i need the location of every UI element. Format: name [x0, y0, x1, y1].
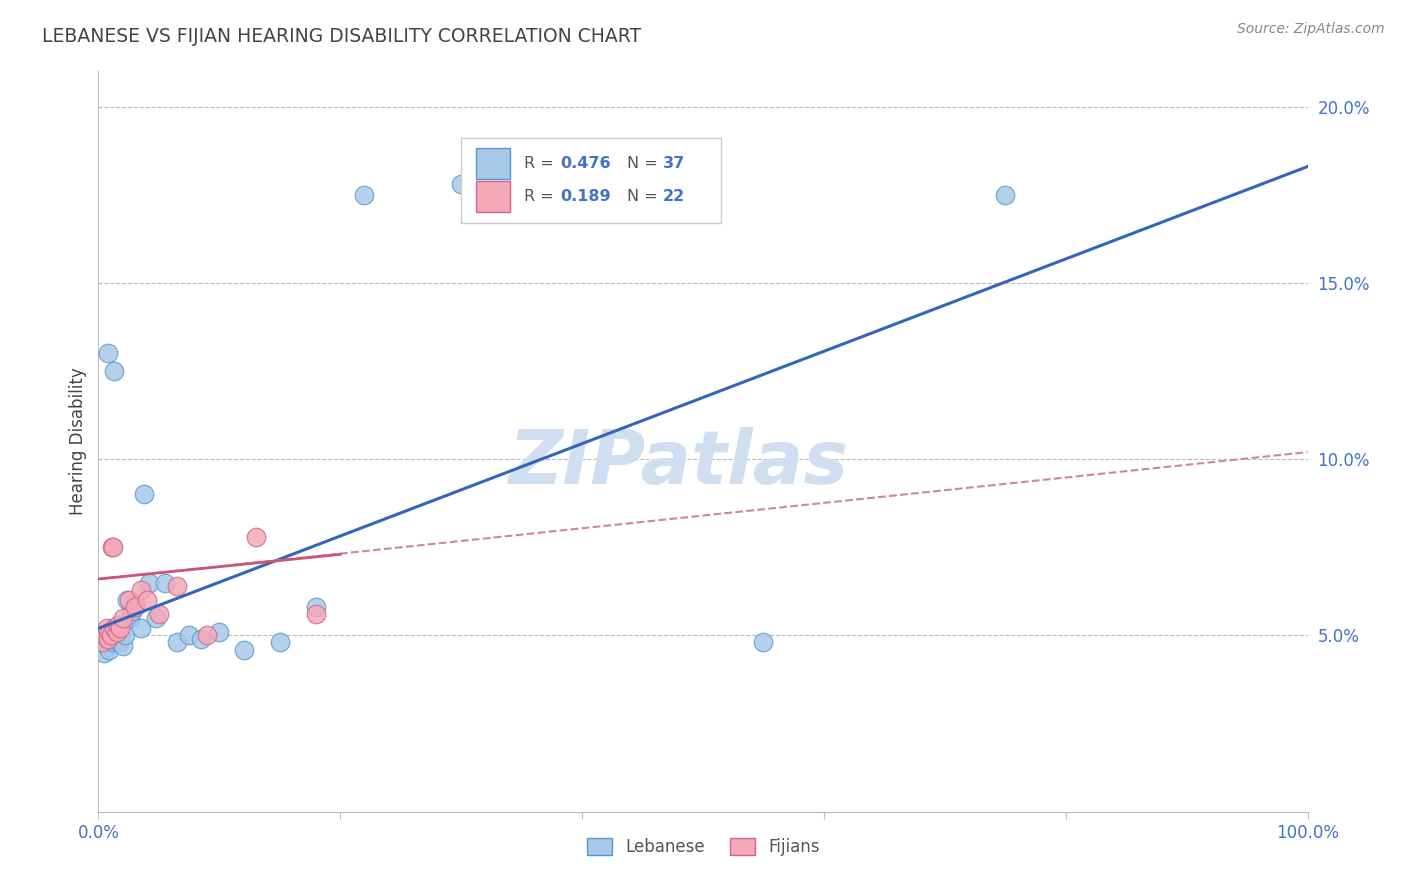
Point: [108, 621, 131, 635]
Point: [111, 639, 134, 653]
Point: [752, 635, 775, 649]
Point: [103, 628, 125, 642]
Point: [118, 611, 141, 625]
Point: [129, 621, 152, 635]
Point: [105, 632, 128, 646]
Point: [269, 635, 291, 649]
Point: [450, 177, 472, 191]
Point: [107, 618, 129, 632]
Point: [97, 632, 120, 646]
Point: [166, 579, 188, 593]
Text: 22: 22: [664, 189, 685, 204]
Point: [195, 628, 218, 642]
Point: [103, 621, 125, 635]
Point: [994, 187, 1017, 202]
FancyBboxPatch shape: [475, 181, 509, 212]
Point: [353, 187, 375, 202]
Point: [91, 635, 114, 649]
Point: [107, 621, 129, 635]
Point: [134, 487, 156, 501]
Text: R =: R =: [524, 156, 560, 170]
Point: [100, 632, 122, 646]
Point: [104, 624, 127, 639]
Y-axis label: Hearing Disability: Hearing Disability: [69, 368, 87, 516]
Point: [105, 624, 128, 639]
Text: N =: N =: [627, 189, 662, 204]
Point: [305, 607, 328, 622]
Point: [100, 628, 122, 642]
Point: [208, 624, 231, 639]
Point: [108, 635, 131, 649]
Point: [305, 600, 328, 615]
Point: [101, 541, 124, 555]
Point: [138, 575, 160, 590]
Point: [118, 593, 141, 607]
Point: [153, 575, 176, 590]
Point: [166, 635, 188, 649]
Text: LEBANESE VS FIJIAN HEARING DISABILITY CORRELATION CHART: LEBANESE VS FIJIAN HEARING DISABILITY CO…: [42, 27, 641, 45]
Text: 0.189: 0.189: [561, 189, 612, 204]
Point: [190, 632, 212, 646]
Point: [96, 639, 118, 653]
Point: [98, 624, 121, 639]
Point: [124, 597, 146, 611]
Point: [114, 628, 136, 642]
Point: [110, 618, 132, 632]
Point: [93, 628, 115, 642]
Point: [124, 600, 146, 615]
Point: [117, 593, 139, 607]
Point: [179, 628, 201, 642]
Point: [135, 593, 157, 607]
Point: [96, 621, 118, 635]
Point: [148, 607, 170, 622]
FancyBboxPatch shape: [475, 147, 509, 178]
Point: [93, 646, 115, 660]
Legend: Lebanese, Fijians: Lebanese, Fijians: [579, 831, 827, 863]
Point: [103, 364, 125, 378]
Text: 0.476: 0.476: [561, 156, 612, 170]
Point: [129, 582, 152, 597]
FancyBboxPatch shape: [461, 138, 721, 223]
Point: [111, 611, 134, 625]
Point: [100, 541, 122, 555]
Point: [121, 604, 143, 618]
Point: [97, 346, 120, 360]
Text: 37: 37: [664, 156, 685, 170]
Text: ZIPatlas: ZIPatlas: [509, 427, 849, 500]
Text: Source: ZipAtlas.com: Source: ZipAtlas.com: [1237, 22, 1385, 37]
Text: R =: R =: [524, 189, 560, 204]
Point: [232, 642, 254, 657]
Point: [245, 530, 267, 544]
Text: N =: N =: [627, 156, 662, 170]
Point: [100, 628, 122, 642]
Point: [101, 635, 124, 649]
Point: [145, 611, 167, 625]
Point: [98, 642, 121, 657]
Point: [108, 624, 131, 639]
